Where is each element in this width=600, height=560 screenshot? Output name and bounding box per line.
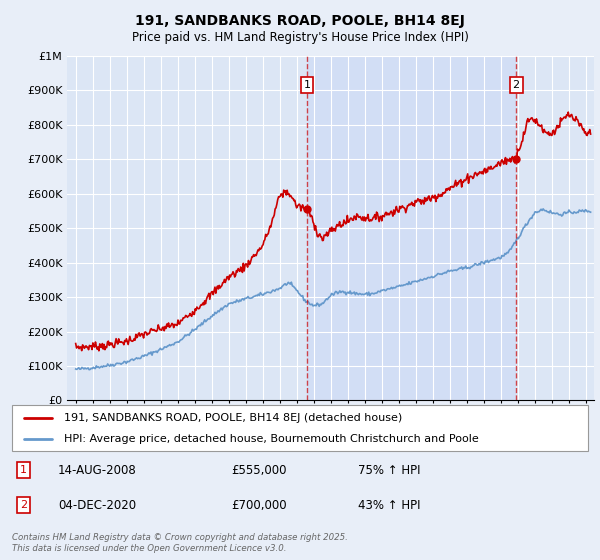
Text: 2: 2 [20, 500, 27, 510]
Text: 1: 1 [304, 80, 311, 90]
Text: 1: 1 [20, 465, 27, 475]
Text: £700,000: £700,000 [231, 498, 287, 511]
Text: 191, SANDBANKS ROAD, POOLE, BH14 8EJ: 191, SANDBANKS ROAD, POOLE, BH14 8EJ [135, 14, 465, 28]
Text: 191, SANDBANKS ROAD, POOLE, BH14 8EJ (detached house): 191, SANDBANKS ROAD, POOLE, BH14 8EJ (de… [64, 413, 402, 423]
Text: 75% ↑ HPI: 75% ↑ HPI [358, 464, 420, 477]
Text: Price paid vs. HM Land Registry's House Price Index (HPI): Price paid vs. HM Land Registry's House … [131, 31, 469, 44]
Text: Contains HM Land Registry data © Crown copyright and database right 2025.
This d: Contains HM Land Registry data © Crown c… [12, 533, 348, 553]
Text: HPI: Average price, detached house, Bournemouth Christchurch and Poole: HPI: Average price, detached house, Bour… [64, 435, 479, 444]
FancyBboxPatch shape [12, 405, 588, 451]
Bar [307, 56, 516, 400]
Text: 43% ↑ HPI: 43% ↑ HPI [358, 498, 420, 511]
Text: 14-AUG-2008: 14-AUG-2008 [58, 464, 137, 477]
Text: 2: 2 [512, 80, 520, 90]
Text: £555,000: £555,000 [231, 464, 286, 477]
Text: 04-DEC-2020: 04-DEC-2020 [58, 498, 136, 511]
